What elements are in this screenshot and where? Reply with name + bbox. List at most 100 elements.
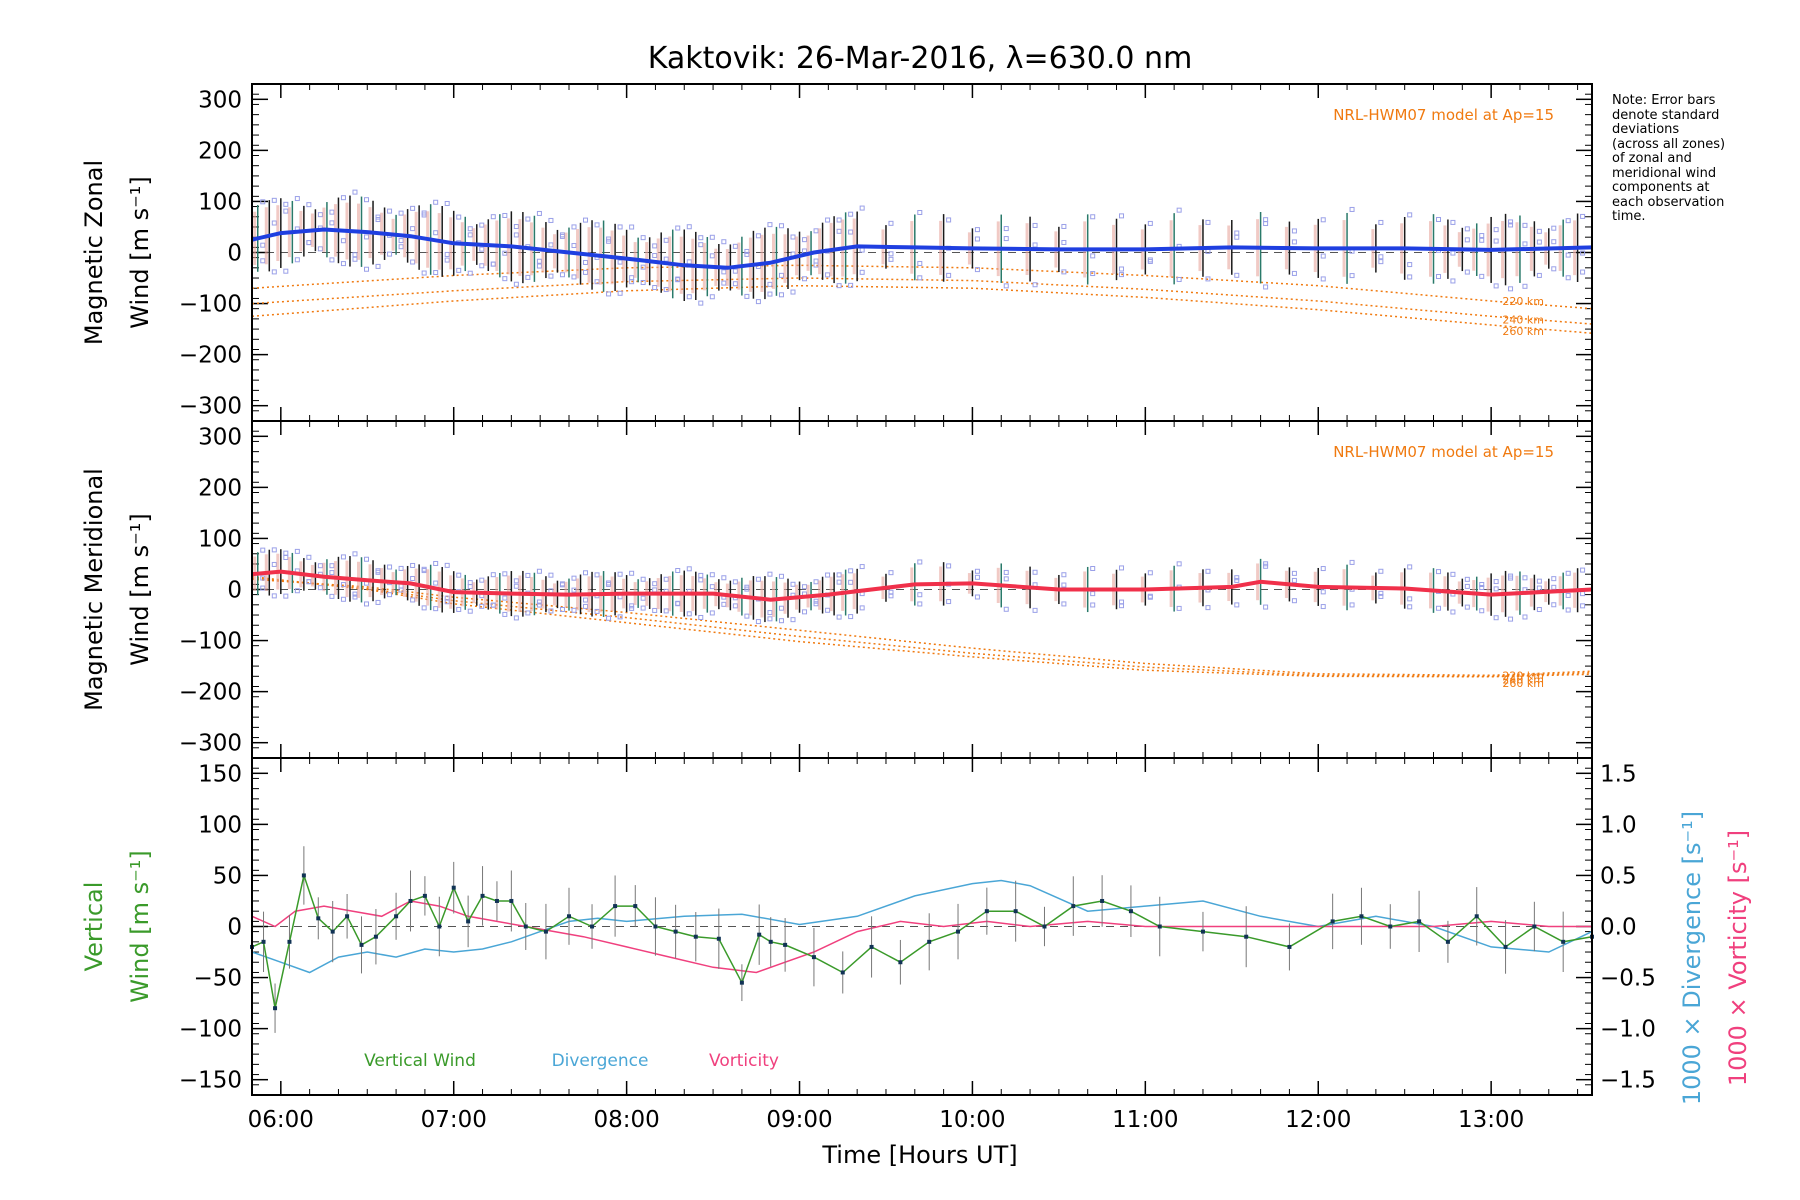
zone-sample: [767, 281, 773, 287]
y-tick-label: 100: [198, 189, 242, 215]
vertical-wind-point: [1417, 919, 1422, 924]
vertical-wind-point: [840, 970, 845, 975]
vertical-wind-point: [1561, 939, 1566, 944]
zone-sample: [778, 618, 784, 624]
zone-sample: [456, 606, 462, 612]
zone-sample: [1291, 598, 1297, 604]
zone-sample: [1378, 593, 1384, 599]
x-tick-label: 08:00: [593, 1107, 659, 1133]
vertical-wind-point: [739, 980, 744, 985]
zone-sample: [617, 259, 623, 265]
zone-sample: [698, 577, 704, 583]
zone-sample: [1176, 605, 1182, 611]
zone-sample: [1565, 252, 1571, 258]
y-axis-label-line2: Wind [m s⁻¹]: [126, 176, 154, 328]
zone-sample: [1551, 602, 1557, 608]
zone-sample: [283, 201, 289, 207]
note-line: of zonal and: [1612, 151, 1692, 166]
model-label: 260 km: [1502, 325, 1544, 338]
zone-sample: [675, 568, 681, 574]
zone-sample: [444, 562, 450, 568]
zone-sample: [421, 566, 427, 572]
zone-sample: [594, 572, 600, 578]
y-tick-label: −200: [179, 343, 242, 369]
zone-sample: [917, 592, 923, 598]
vertical-wind-point: [1244, 934, 1249, 939]
zone-sample: [1378, 219, 1384, 225]
zone-sample: [606, 238, 612, 244]
zone-sample: [606, 291, 612, 297]
zone-sample: [260, 258, 266, 264]
vertical-wind-point: [301, 873, 306, 878]
zone-sample: [410, 205, 416, 211]
zone-sample: [825, 572, 831, 578]
zone-sample: [1147, 257, 1153, 263]
zone-sample: [340, 554, 346, 560]
y2-tick-label: −1.0: [1600, 1017, 1656, 1043]
zone-sample: [1407, 604, 1413, 610]
zone-sample: [946, 563, 952, 569]
model-title: NRL-HWM07 model at Ap=15: [1333, 443, 1554, 461]
y-tick-label: −300: [179, 731, 242, 757]
zone-sample: [1551, 239, 1557, 245]
zone-sample: [1349, 559, 1355, 565]
zone-sample: [1508, 219, 1514, 225]
zone-sample: [686, 611, 692, 617]
zone-sample: [767, 610, 773, 616]
zone-sample: [686, 259, 692, 265]
zone-sample: [1551, 584, 1557, 590]
zone-sample: [946, 599, 952, 605]
zone-sample: [1464, 269, 1470, 275]
zone-sample: [859, 247, 865, 253]
zone-sample: [283, 554, 289, 560]
zone-sample: [421, 270, 427, 276]
zone-sample: [490, 602, 496, 608]
zone-sample: [1003, 283, 1009, 289]
zone-sample: [1119, 266, 1125, 272]
zone-sample: [1205, 568, 1211, 574]
zone-sample: [1263, 284, 1269, 290]
zone-sample: [559, 606, 565, 612]
wind-series-line: [251, 569, 1593, 602]
zone-sample: [1508, 573, 1514, 579]
zone-sample: [1407, 564, 1413, 570]
zone-sample: [1522, 283, 1528, 289]
zone-sample: [513, 583, 519, 589]
model-label: 220 km: [1502, 295, 1544, 308]
zone-sample: [387, 592, 393, 598]
zone-sample: [744, 613, 750, 619]
zone-sample: [260, 575, 266, 581]
zone-sample: [1493, 238, 1499, 244]
legend-item: Vertical Wind: [364, 1051, 476, 1071]
zone-sample: [917, 601, 923, 607]
y2-tick-label: −0.5: [1600, 966, 1656, 992]
zone-sample: [525, 610, 531, 616]
zone-sample: [1378, 568, 1384, 574]
zone-sample: [790, 581, 796, 587]
y-axis-label-line1: Magnetic Zonal: [80, 160, 108, 345]
model-curve: [251, 578, 1593, 677]
zone-sample: [1407, 212, 1413, 218]
zone-sample: [352, 594, 358, 600]
zone-sample: [1205, 219, 1211, 225]
zone-sample: [583, 603, 589, 609]
zone-sample: [836, 217, 842, 223]
zone-sample: [513, 232, 519, 238]
zone-sample: [1090, 566, 1096, 572]
zone-sample: [652, 607, 658, 613]
zone-sample: [479, 263, 485, 269]
zone-sample: [721, 601, 727, 607]
zone-sample: [917, 559, 923, 565]
x-tick-label: 13:00: [1458, 1107, 1524, 1133]
vertical-wind-point: [757, 932, 762, 937]
zone-sample: [767, 571, 773, 577]
zone-sample: [340, 261, 346, 267]
zone-sample: [686, 224, 692, 230]
zone-sample: [306, 579, 312, 585]
zone-sample: [1032, 607, 1038, 613]
y2-tick-label: 1.0: [1600, 812, 1637, 838]
zone-sample: [1003, 606, 1009, 612]
zone-sample: [744, 293, 750, 299]
zone-sample: [1436, 216, 1442, 222]
zone-sample: [663, 576, 669, 582]
